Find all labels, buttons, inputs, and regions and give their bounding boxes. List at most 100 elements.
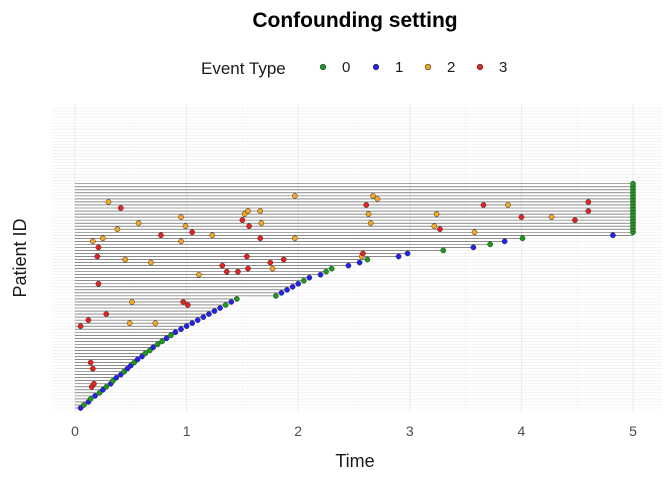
event-point-type-1 [189,320,196,327]
event-point-type-2 [114,226,121,233]
event-point-type-1 [228,299,235,305]
y-axis-label: Patient ID [10,218,30,297]
event-point-type-3 [77,323,84,330]
event-point-type-1 [317,271,324,278]
event-point-type-3 [95,244,102,251]
event-point-type-1 [501,238,508,245]
event-point-type-0 [300,277,307,284]
event-point-type-2 [365,211,372,217]
event-point-type-1 [150,344,156,351]
event-point-type-2 [100,235,106,242]
event-point-type-1 [345,262,352,269]
event-point-type-2 [257,208,264,214]
legend: Event Type 0 1 2 3 [201,59,507,78]
event-point-type-1 [183,323,190,330]
event-point-type-0 [440,247,447,254]
event-point-type-2 [245,208,251,214]
event-point-type-2 [196,271,202,278]
event-point-type-2 [367,220,374,227]
x-tick-label-2: 2 [294,423,302,439]
event-point-type-1 [278,289,285,296]
event-point-type-2 [433,211,440,217]
event-point-type-3 [85,317,92,323]
event-point-type-0 [630,180,636,187]
event-point-type-2 [90,238,96,245]
event-point-type-2 [471,229,478,236]
event-point-type-3 [245,265,251,272]
event-point-type-2 [548,214,555,220]
event-point-type-3 [94,253,101,260]
legend-key-3 [476,63,484,71]
event-point-type-2 [178,238,184,245]
event-point-type-2 [292,235,298,242]
event-point-type-3 [90,365,96,372]
event-point-type-3 [480,202,487,208]
event-point-type-3 [184,302,191,308]
legend-label-1: 1 [395,59,403,76]
event-point-type-3 [235,268,241,275]
event-point-type-2 [122,256,129,263]
event-point-type-1 [610,232,616,239]
patient-lines [75,183,633,409]
event-point-type-3 [585,199,592,205]
event-point-type-0 [81,402,87,408]
event-point-type-3 [585,208,592,214]
event-point-type-2 [431,223,438,230]
event-point-type-3 [95,280,102,287]
chart-title: Confounding setting [252,9,457,32]
event-point-type-3 [117,205,124,211]
event-point-type-3 [189,229,196,236]
event-point-type-3 [91,380,97,387]
event-point-type-1 [395,253,402,260]
event-point-type-1 [284,286,290,293]
x-tick-label-5: 5 [629,423,637,439]
legend-label-2: 2 [447,59,455,76]
legend-key-2 [424,63,432,71]
event-point-type-3 [518,214,525,220]
x-axis-ticks: 0 1 2 3 4 5 [71,423,637,439]
event-point-type-2 [129,299,135,305]
event-point-type-3 [180,299,187,305]
event-point-type-1 [92,393,98,399]
event-point-type-3 [239,217,246,223]
x-tick-label-1: 1 [183,423,191,439]
event-point-type-1 [206,311,212,317]
x-tick-label-3: 3 [406,423,414,439]
event-point-type-2 [505,202,511,208]
event-point-type-2 [374,196,381,202]
event-point-type-3 [437,226,443,233]
event-point-type-0 [233,296,240,302]
event-point-type-2 [126,320,133,327]
event-point-type-2 [269,265,276,272]
event-points [77,180,636,411]
event-point-type-3 [572,217,578,223]
legend-key-0 [319,63,327,71]
event-point-type-3 [267,259,274,266]
event-point-type-0 [519,235,526,242]
x-axis-label: Time [335,451,374,471]
event-point-type-2 [258,220,265,227]
event-point-type-2 [148,259,154,266]
event-point-type-1 [217,305,223,311]
event-point-type-1 [289,283,296,290]
event-point-type-1 [404,250,411,257]
event-point-type-3 [280,256,287,263]
event-point-type-0 [87,396,94,402]
event-point-type-3 [223,268,230,275]
event-point-type-2 [292,193,298,199]
event-point-type-1 [134,356,141,363]
event-point-type-2 [370,193,376,199]
event-point-type-1 [356,259,363,266]
event-point-type-3 [87,359,94,366]
event-point-type-0 [154,341,161,348]
legend-title: Event Type [201,59,286,78]
x-tick-label-0: 0 [71,423,79,439]
event-point-type-3 [244,253,250,260]
event-point-type-0 [273,293,279,299]
event-point-type-0 [487,241,494,248]
event-point-type-3 [246,223,252,230]
event-point-type-1 [306,274,313,281]
event-point-type-1 [295,280,302,287]
event-point-type-1 [194,317,201,323]
